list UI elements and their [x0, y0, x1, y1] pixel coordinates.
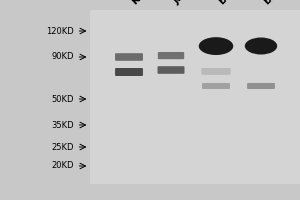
FancyBboxPatch shape — [247, 83, 275, 89]
Text: 20KD: 20KD — [51, 162, 74, 170]
FancyBboxPatch shape — [115, 68, 143, 76]
FancyBboxPatch shape — [115, 53, 143, 61]
Text: 35KD: 35KD — [51, 120, 74, 130]
Text: 120KD: 120KD — [46, 26, 74, 36]
Ellipse shape — [245, 38, 277, 54]
Text: 90KD: 90KD — [51, 52, 74, 61]
FancyBboxPatch shape — [158, 52, 184, 59]
FancyBboxPatch shape — [158, 66, 184, 74]
FancyBboxPatch shape — [201, 68, 231, 75]
Text: K562: K562 — [129, 0, 156, 6]
Text: Jurkat: Jurkat — [171, 0, 202, 6]
FancyBboxPatch shape — [90, 10, 300, 184]
Text: Brain: Brain — [216, 0, 244, 6]
Text: 50KD: 50KD — [51, 95, 74, 104]
Text: 25KD: 25KD — [51, 142, 74, 152]
Text: Brain: Brain — [261, 0, 289, 6]
Ellipse shape — [199, 37, 233, 55]
FancyBboxPatch shape — [202, 83, 230, 89]
